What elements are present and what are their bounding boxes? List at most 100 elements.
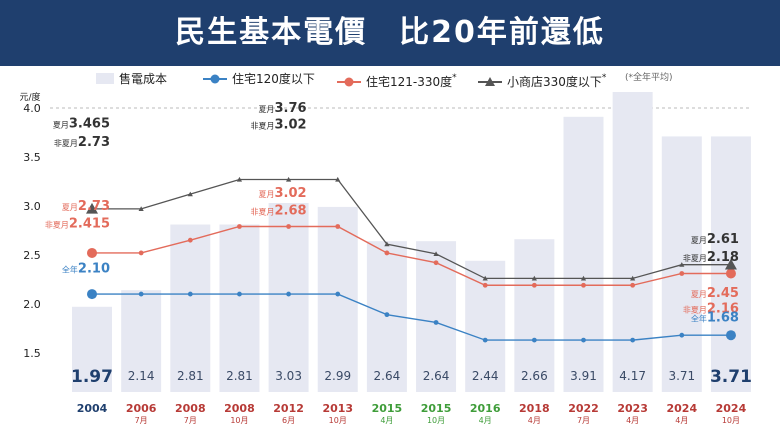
data-point-triangle: [679, 262, 685, 267]
title-banner: [0, 0, 780, 66]
x-tick-month: 10月: [722, 416, 740, 425]
annotation-value: 2.73: [78, 199, 110, 214]
series-lines: [86, 176, 737, 343]
legend-swatch-gray-line: [478, 76, 502, 86]
annotation-label: 夏月3.76: [259, 101, 307, 116]
bar: [416, 241, 457, 392]
x-tick-month: 10月: [230, 416, 248, 425]
data-point: [335, 291, 341, 297]
annotation-prefix: 非夏月: [683, 253, 707, 263]
data-point: [725, 330, 736, 341]
bar-labels: 1.97 2.14 2.81 2.81 3.03 2.99 2.64 2.64 2.44 2.66…: [71, 367, 752, 387]
annotation-label: 夏月2.61: [691, 232, 739, 247]
x-axis: 2004 20067月20087月200810月20126月201310月2015…: [77, 402, 747, 425]
x-tick-year: 2008: [224, 402, 255, 415]
annotation-prefix: 非夏月: [251, 207, 275, 217]
bar-value-label: 2.14: [128, 369, 155, 383]
legend-item-res120: 住宅120度以下: [203, 66, 315, 90]
legend-swatch-bar: [96, 73, 114, 84]
annotation-label: 非夏月2.18: [683, 250, 739, 265]
data-point: [482, 282, 488, 288]
legend-note: (*全年平均): [625, 73, 673, 83]
annotation-value: 2.16: [707, 302, 739, 317]
data-point: [531, 337, 537, 343]
x-tick-month: 4月: [528, 416, 541, 425]
annotation-value: 2.18: [707, 250, 739, 265]
data-point: [286, 291, 291, 297]
bar-value-label: 4.17: [619, 369, 646, 383]
y-tick-label: 1.5: [23, 347, 41, 360]
legend-swatch-red-line: [337, 77, 361, 86]
annotation-value: 2.68: [275, 204, 307, 219]
x-tick-year: 2018: [519, 402, 550, 415]
data-point: [286, 224, 291, 229]
legend-asterisk-res330: *: [452, 73, 457, 83]
annotation-prefix: 非夏月: [683, 305, 707, 315]
annotation-label: 夏月2.45: [691, 286, 739, 301]
annotation-prefix: 夏月: [691, 290, 707, 299]
data-point: [581, 337, 586, 343]
legend-label-shop: 小商店330度以下: [507, 74, 602, 89]
data-point: [679, 332, 685, 338]
annotation-prefix: 非夏月: [251, 121, 275, 131]
data-point: [630, 337, 636, 343]
data-point: [187, 237, 193, 243]
bar: [170, 224, 211, 392]
x-tick-year: 2006: [126, 402, 157, 415]
annotation-label: 非夏月3.02: [251, 118, 307, 133]
legend-label-res120: 住宅120度以下: [232, 71, 315, 86]
data-point: [433, 260, 439, 266]
data-point-triangle: [138, 206, 144, 211]
legend-label-cost: 售電成本: [119, 71, 168, 86]
bar-value-label: 3.71: [710, 367, 752, 387]
annotation-prefix: 夏月: [691, 236, 707, 245]
annotation-label: 非夏月2.73: [54, 135, 110, 150]
x-tick-month: 4月: [380, 416, 393, 425]
data-point-triangle: [482, 275, 488, 281]
x-tick-year: 2004: [77, 402, 108, 415]
data-point-triangle: [86, 202, 98, 214]
bar: [612, 92, 653, 392]
bar-value-label: 2.66: [521, 369, 548, 383]
data-point: [335, 224, 341, 229]
data-point: [87, 289, 97, 300]
data-point-triangle: [580, 275, 587, 281]
x-tick-year: 2016: [470, 402, 501, 415]
annotation-prefix: 夏月: [62, 203, 78, 212]
bar-value-label: 2.64: [423, 369, 450, 383]
annotation-label: 非夏月2.16: [683, 302, 739, 317]
annotation-value: 3.76: [275, 101, 307, 116]
bar-value-label: 3.91: [570, 369, 597, 383]
data-point-triangle: [531, 275, 537, 281]
data-point: [581, 282, 586, 288]
annotation-prefix: 夏月: [53, 121, 69, 130]
x-tick-month: 4月: [675, 416, 688, 425]
bars: [72, 92, 751, 393]
x-tick-month: 10月: [427, 416, 445, 425]
annotation-label: 夏月3.02: [259, 186, 307, 201]
x-tick-month: 4月: [626, 416, 639, 425]
y-tick-label: 4.0: [23, 102, 41, 115]
x-tick-year: 2024: [666, 402, 697, 415]
x-tick-year: 2013: [322, 402, 353, 415]
bar: [563, 116, 604, 393]
x-tick-month: 7月: [184, 416, 197, 425]
data-point-triangle: [433, 251, 439, 256]
bar: [121, 290, 162, 392]
bar-value-label: 2.64: [374, 369, 401, 383]
data-point: [679, 271, 685, 276]
annotation-value: 3.02: [275, 118, 307, 133]
legend-item-res330: 住宅121-330度*: [337, 66, 457, 90]
annotation-value: 2.10: [78, 262, 110, 277]
series-line: [92, 225, 731, 286]
y-axis: 1.5 2.0 2.5 3.0 3.5 4.0元/度: [19, 91, 40, 360]
x-tick-month: 6月: [282, 416, 295, 425]
data-point: [237, 224, 242, 229]
series-line: [92, 293, 731, 341]
data-point: [87, 247, 97, 258]
data-point: [138, 250, 144, 256]
annotation-value: 1.68: [707, 310, 739, 325]
legend-label-res330: 住宅121-330度: [366, 74, 453, 89]
bar: [465, 260, 506, 392]
